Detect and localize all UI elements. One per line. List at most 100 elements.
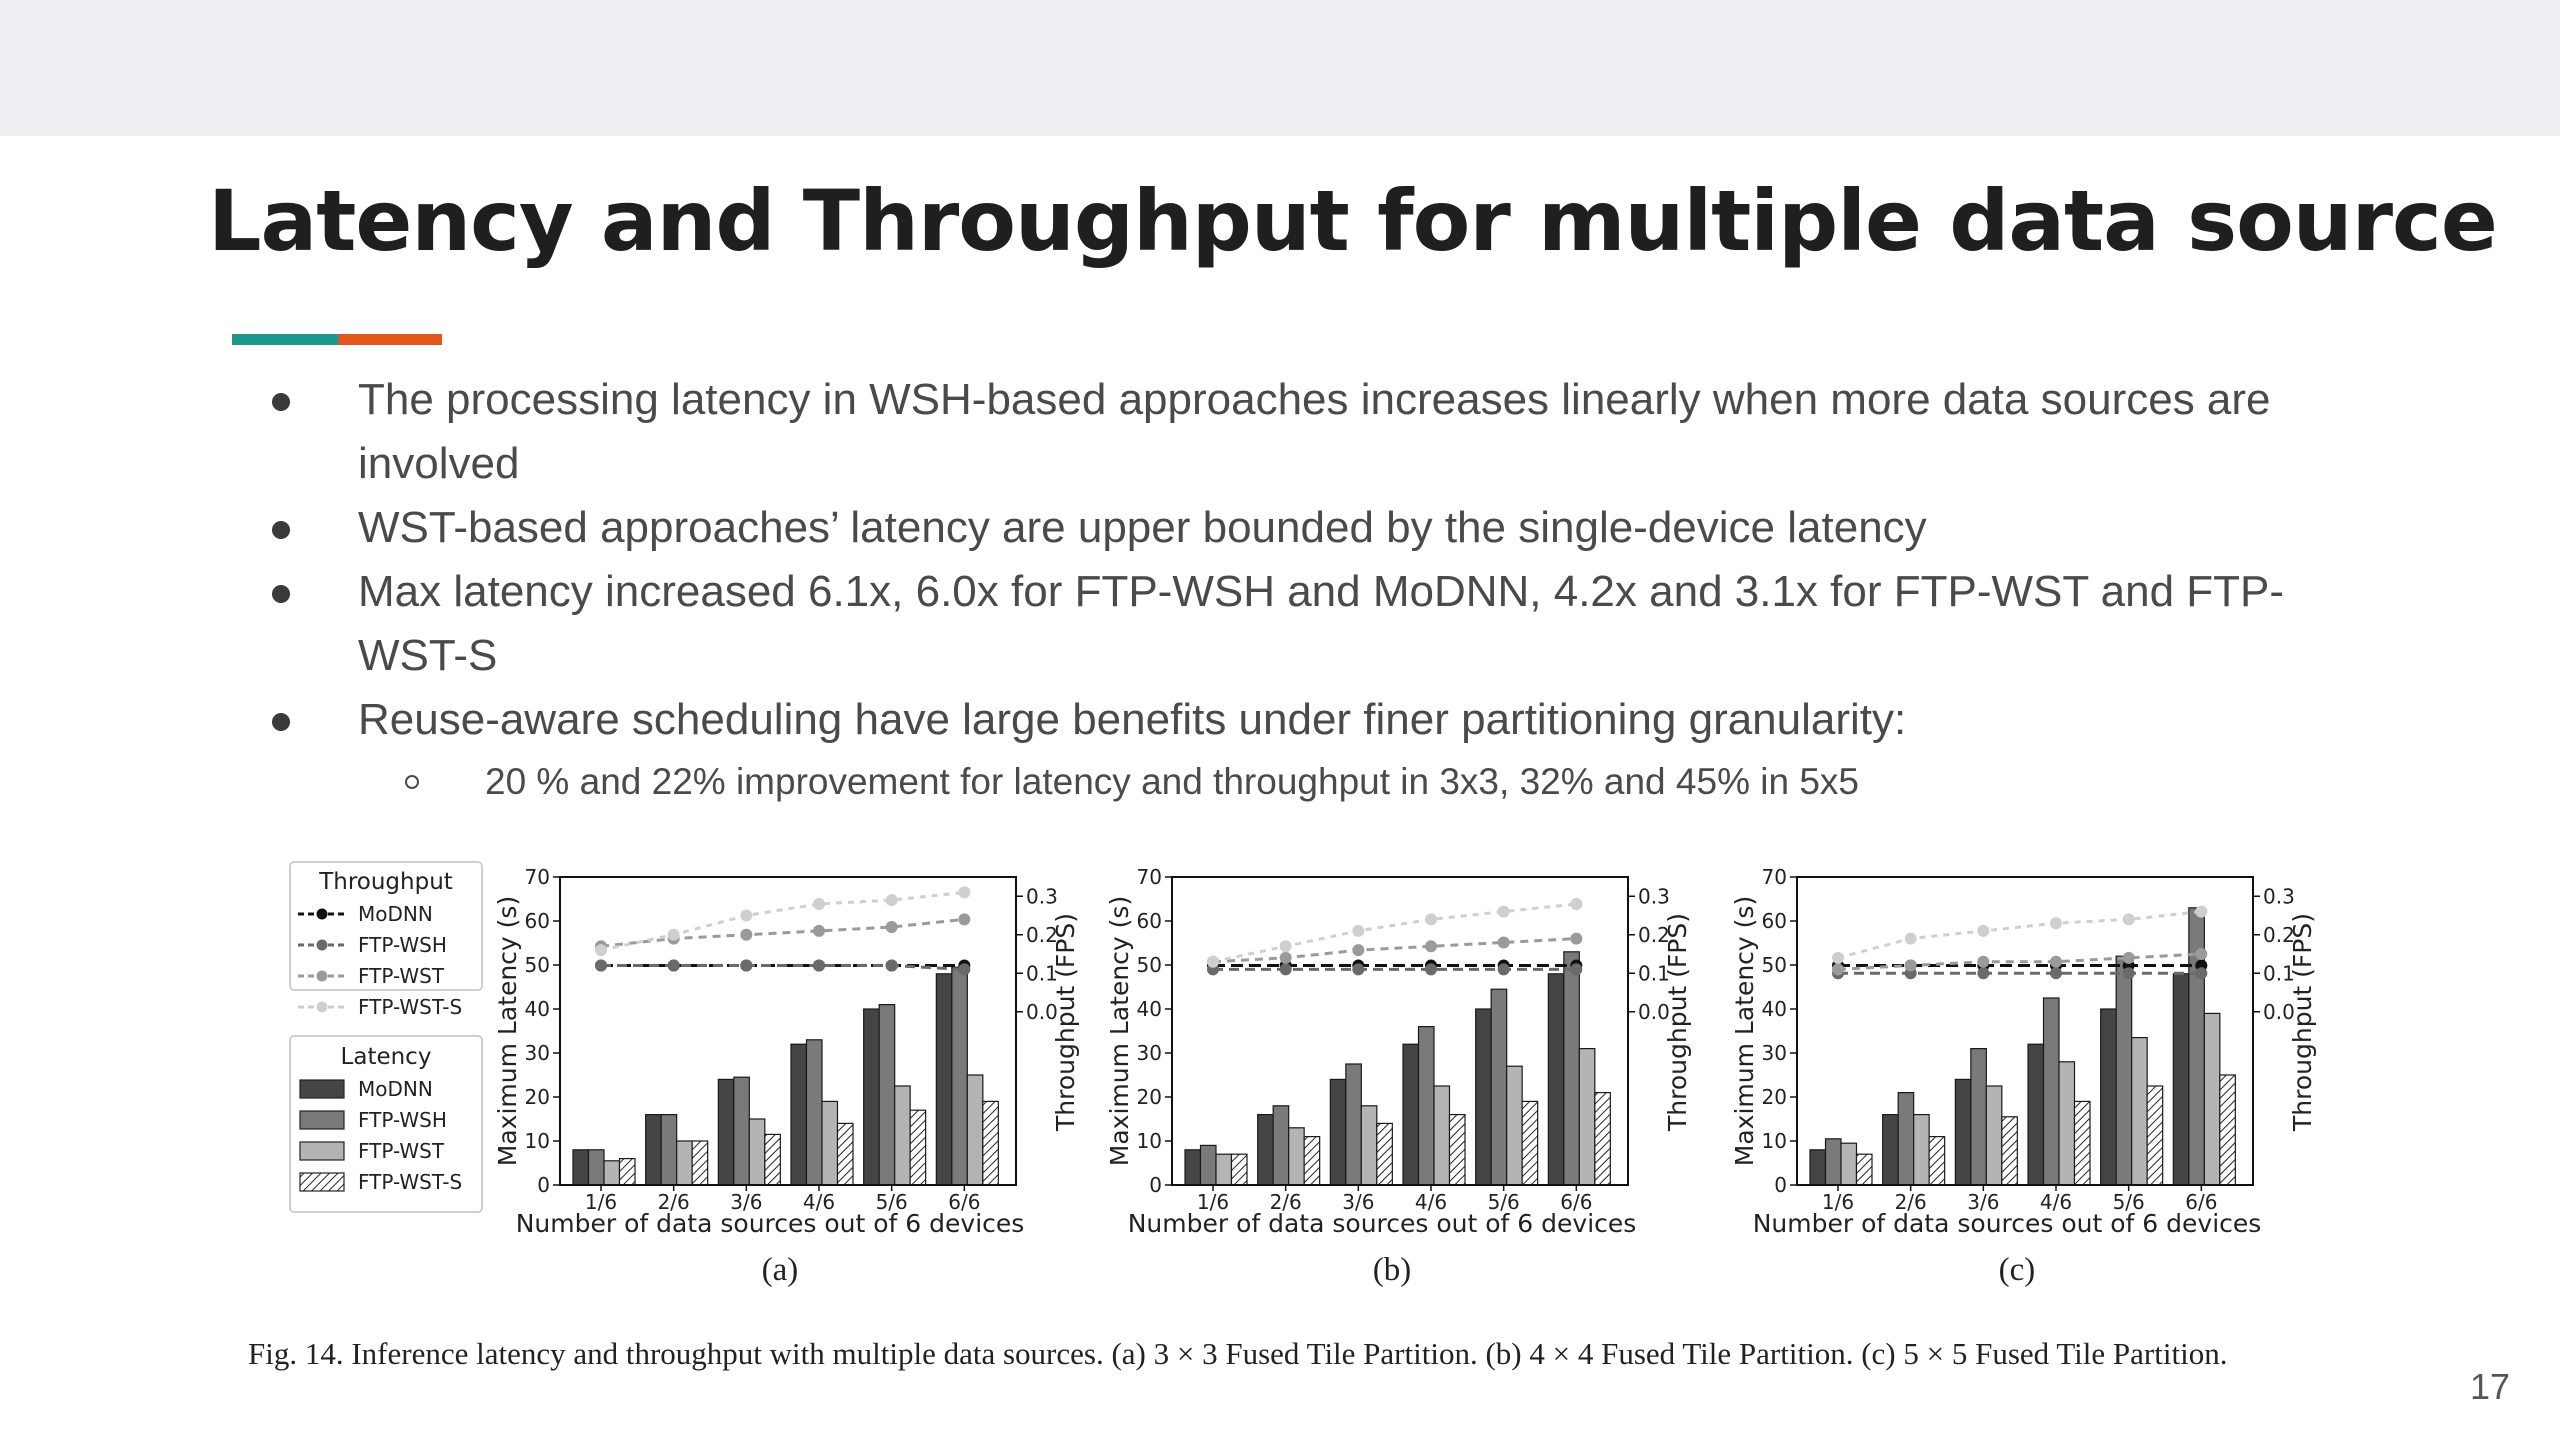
- y-tick-label: 40: [1137, 997, 1162, 1021]
- bullet-text: Max latency increased 6.1x, 6.0x for FTP…: [358, 567, 2285, 680]
- legend-bar-swatch: [299, 1110, 345, 1130]
- legend-entry-label: FTP-WST-S: [358, 1170, 462, 1194]
- throughput-point: [885, 894, 898, 907]
- latency-bar: [2042, 997, 2060, 1186]
- x-tick-label: 1/6: [1822, 1190, 1854, 1214]
- y2-tick-label: 0.0: [1026, 1000, 1058, 1024]
- latency-bar: [1578, 1048, 1596, 1186]
- legend-entry-label: MoDNN: [358, 1077, 433, 1101]
- latency-bar: [2100, 1008, 2117, 1186]
- y-tick-label: 40: [525, 997, 550, 1021]
- chart-panel: 0 10 20 30 40 50 60 70 0.0 0.1 0.2 0.3 1/6 2/6 3/6 4/6 5…: [1730, 865, 2317, 1288]
- throughput-point: [1425, 940, 1437, 953]
- throughput-point: [1352, 924, 1365, 937]
- throughput-point: [958, 886, 971, 899]
- latency-bar: [790, 1043, 808, 1186]
- latency-bar: [935, 973, 953, 1186]
- latency-bar: [733, 1076, 750, 1186]
- bullet-item: WST-based approaches’ latency are upper …: [270, 496, 2310, 560]
- figure-caption: Fig. 14. Inference latency and throughpu…: [248, 1336, 2228, 1371]
- legend-entry-label: FTP-WSH: [358, 1108, 447, 1132]
- x-tick-label: 5/6: [2113, 1190, 2145, 1214]
- throughput-point: [2195, 967, 2208, 980]
- latency-bar: [2131, 1037, 2148, 1186]
- y2-tick-label: 0.3: [1638, 884, 1670, 908]
- latency-bar: [1547, 973, 1565, 1186]
- plot-frame: [559, 876, 1017, 1186]
- y2-tick-label: 0.1: [1026, 961, 1058, 985]
- bullet-item: Max latency increased 6.1x, 6.0x for FTP…: [270, 560, 2310, 688]
- latency-bar: [1882, 1114, 1899, 1186]
- accent-bar-teal: [232, 334, 338, 345]
- latency-bar: [691, 1140, 709, 1186]
- latency-bar: [878, 1004, 896, 1186]
- latency-bar: [1594, 1092, 1611, 1186]
- throughput-point: [595, 944, 607, 957]
- y-tick-label: 10: [1137, 1129, 1162, 1153]
- panel-label: (a): [762, 1252, 799, 1288]
- throughput-point: [2122, 967, 2135, 980]
- bullet-list: The processing latency in WSH-based appr…: [270, 368, 2310, 812]
- plot-frame: [1796, 876, 2254, 1186]
- legend-entry-label: FTP-WST: [358, 1139, 445, 1163]
- legend-latency-title: Latency: [341, 1044, 432, 1070]
- slide-title: Latency and Throughput for multiple data…: [208, 172, 2498, 270]
- y-axis-label: Maximum Latency (s): [1730, 896, 1759, 1166]
- x-axis-label: Number of data sources out of 6 devices: [516, 1209, 1025, 1238]
- x-tick-label: 3/6: [730, 1190, 762, 1214]
- x-tick-label: 1/6: [1197, 1190, 1229, 1214]
- throughput-point: [2122, 913, 2135, 926]
- latency-bar: [1475, 1008, 1492, 1186]
- latency-bar: [1897, 1092, 1915, 1186]
- latency-bar: [2027, 1043, 2045, 1186]
- throughput-point: [1977, 967, 1990, 980]
- latency-bar: [2203, 1012, 2221, 1186]
- latency-bar: [863, 1008, 880, 1186]
- bullet-item: The processing latency in WSH-based appr…: [270, 368, 2310, 496]
- latency-bar: [1230, 1153, 1248, 1186]
- throughput-point: [1279, 963, 1292, 976]
- page-number: 17: [2470, 1366, 2511, 1407]
- throughput-line: [600, 890, 965, 952]
- throughput-point: [1832, 963, 1844, 976]
- latency-bar: [836, 1122, 854, 1186]
- legend-entry-label: FTP-WSH: [358, 933, 447, 957]
- y-tick-label: 60: [525, 909, 550, 933]
- sub-bullet-text: 20 % and 22% improvement for latency and…: [485, 761, 1859, 802]
- top-bar: [0, 0, 2560, 136]
- y-axis-label: Maximum Latency (s): [493, 896, 522, 1166]
- throughput-point: [740, 928, 753, 941]
- latency-bar: [1272, 1105, 1290, 1186]
- throughput-point: [958, 963, 971, 976]
- throughput-point: [1497, 963, 1510, 976]
- plot-frame: [1171, 876, 1629, 1186]
- y-tick-label: 60: [1137, 909, 1162, 933]
- latency-bar: [1360, 1105, 1378, 1186]
- y2-tick-label: 0.3: [2263, 884, 2295, 908]
- y-tick-label: 50: [525, 953, 550, 977]
- throughput-point: [1279, 940, 1292, 953]
- x-axis-label: Number of data sources out of 6 devices: [1128, 1209, 1637, 1238]
- throughput-line: [1212, 937, 1577, 964]
- chart-panel: 0 10 20 30 40 50 60 70 0.0 0.1 0.2 0.3 1/6 2/6 3/6 4/6 5…: [1105, 865, 1692, 1288]
- y-tick-label: 70: [525, 865, 550, 889]
- throughput-point: [1904, 932, 1917, 945]
- throughput-point: [2122, 951, 2135, 964]
- latency-bar: [603, 1160, 621, 1186]
- y2-axis-label: Throughput (FPS): [1051, 913, 1080, 1132]
- throughput-point: [1977, 924, 1990, 937]
- latency-bar: [1985, 1085, 2003, 1186]
- y2-axis-label: Throughput (FPS): [1663, 913, 1692, 1132]
- throughput-point: [595, 959, 607, 972]
- latency-bar: [1490, 988, 1508, 1186]
- y2-axis-label: Throughput (FPS): [2288, 913, 2317, 1132]
- latency-bar: [1417, 1026, 1435, 1186]
- y-tick-label: 10: [1762, 1129, 1787, 1153]
- y2-tick-label: 0.1: [1638, 961, 1670, 985]
- x-tick-label: 4/6: [1415, 1190, 1447, 1214]
- bullet-text: Reuse-aware scheduling have large benefi…: [358, 695, 1907, 744]
- throughput-line: [1212, 902, 1577, 964]
- latency-bar: [1288, 1127, 1305, 1186]
- y2-tick-label: 0.2: [1638, 923, 1670, 947]
- y-tick-label: 50: [1762, 953, 1787, 977]
